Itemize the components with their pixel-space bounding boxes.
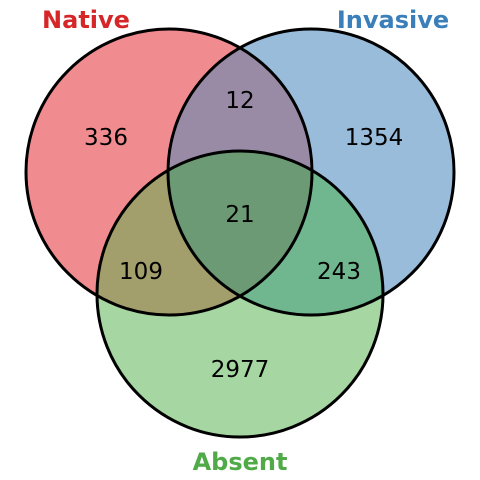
invasive-label: Invasive [337, 6, 449, 34]
absent-label: Absent [193, 448, 288, 476]
native-invasive-count: 12 [225, 88, 254, 114]
native-absent-count: 109 [119, 259, 163, 285]
invasive-absent-count: 243 [317, 259, 361, 285]
absent-outline [95, 149, 385, 439]
native-label: Native [42, 6, 130, 34]
native-only-count: 336 [84, 125, 128, 151]
invasive-only-count: 1354 [345, 125, 404, 151]
all-three-count: 21 [225, 202, 254, 228]
absent-only-count: 2977 [211, 357, 270, 383]
